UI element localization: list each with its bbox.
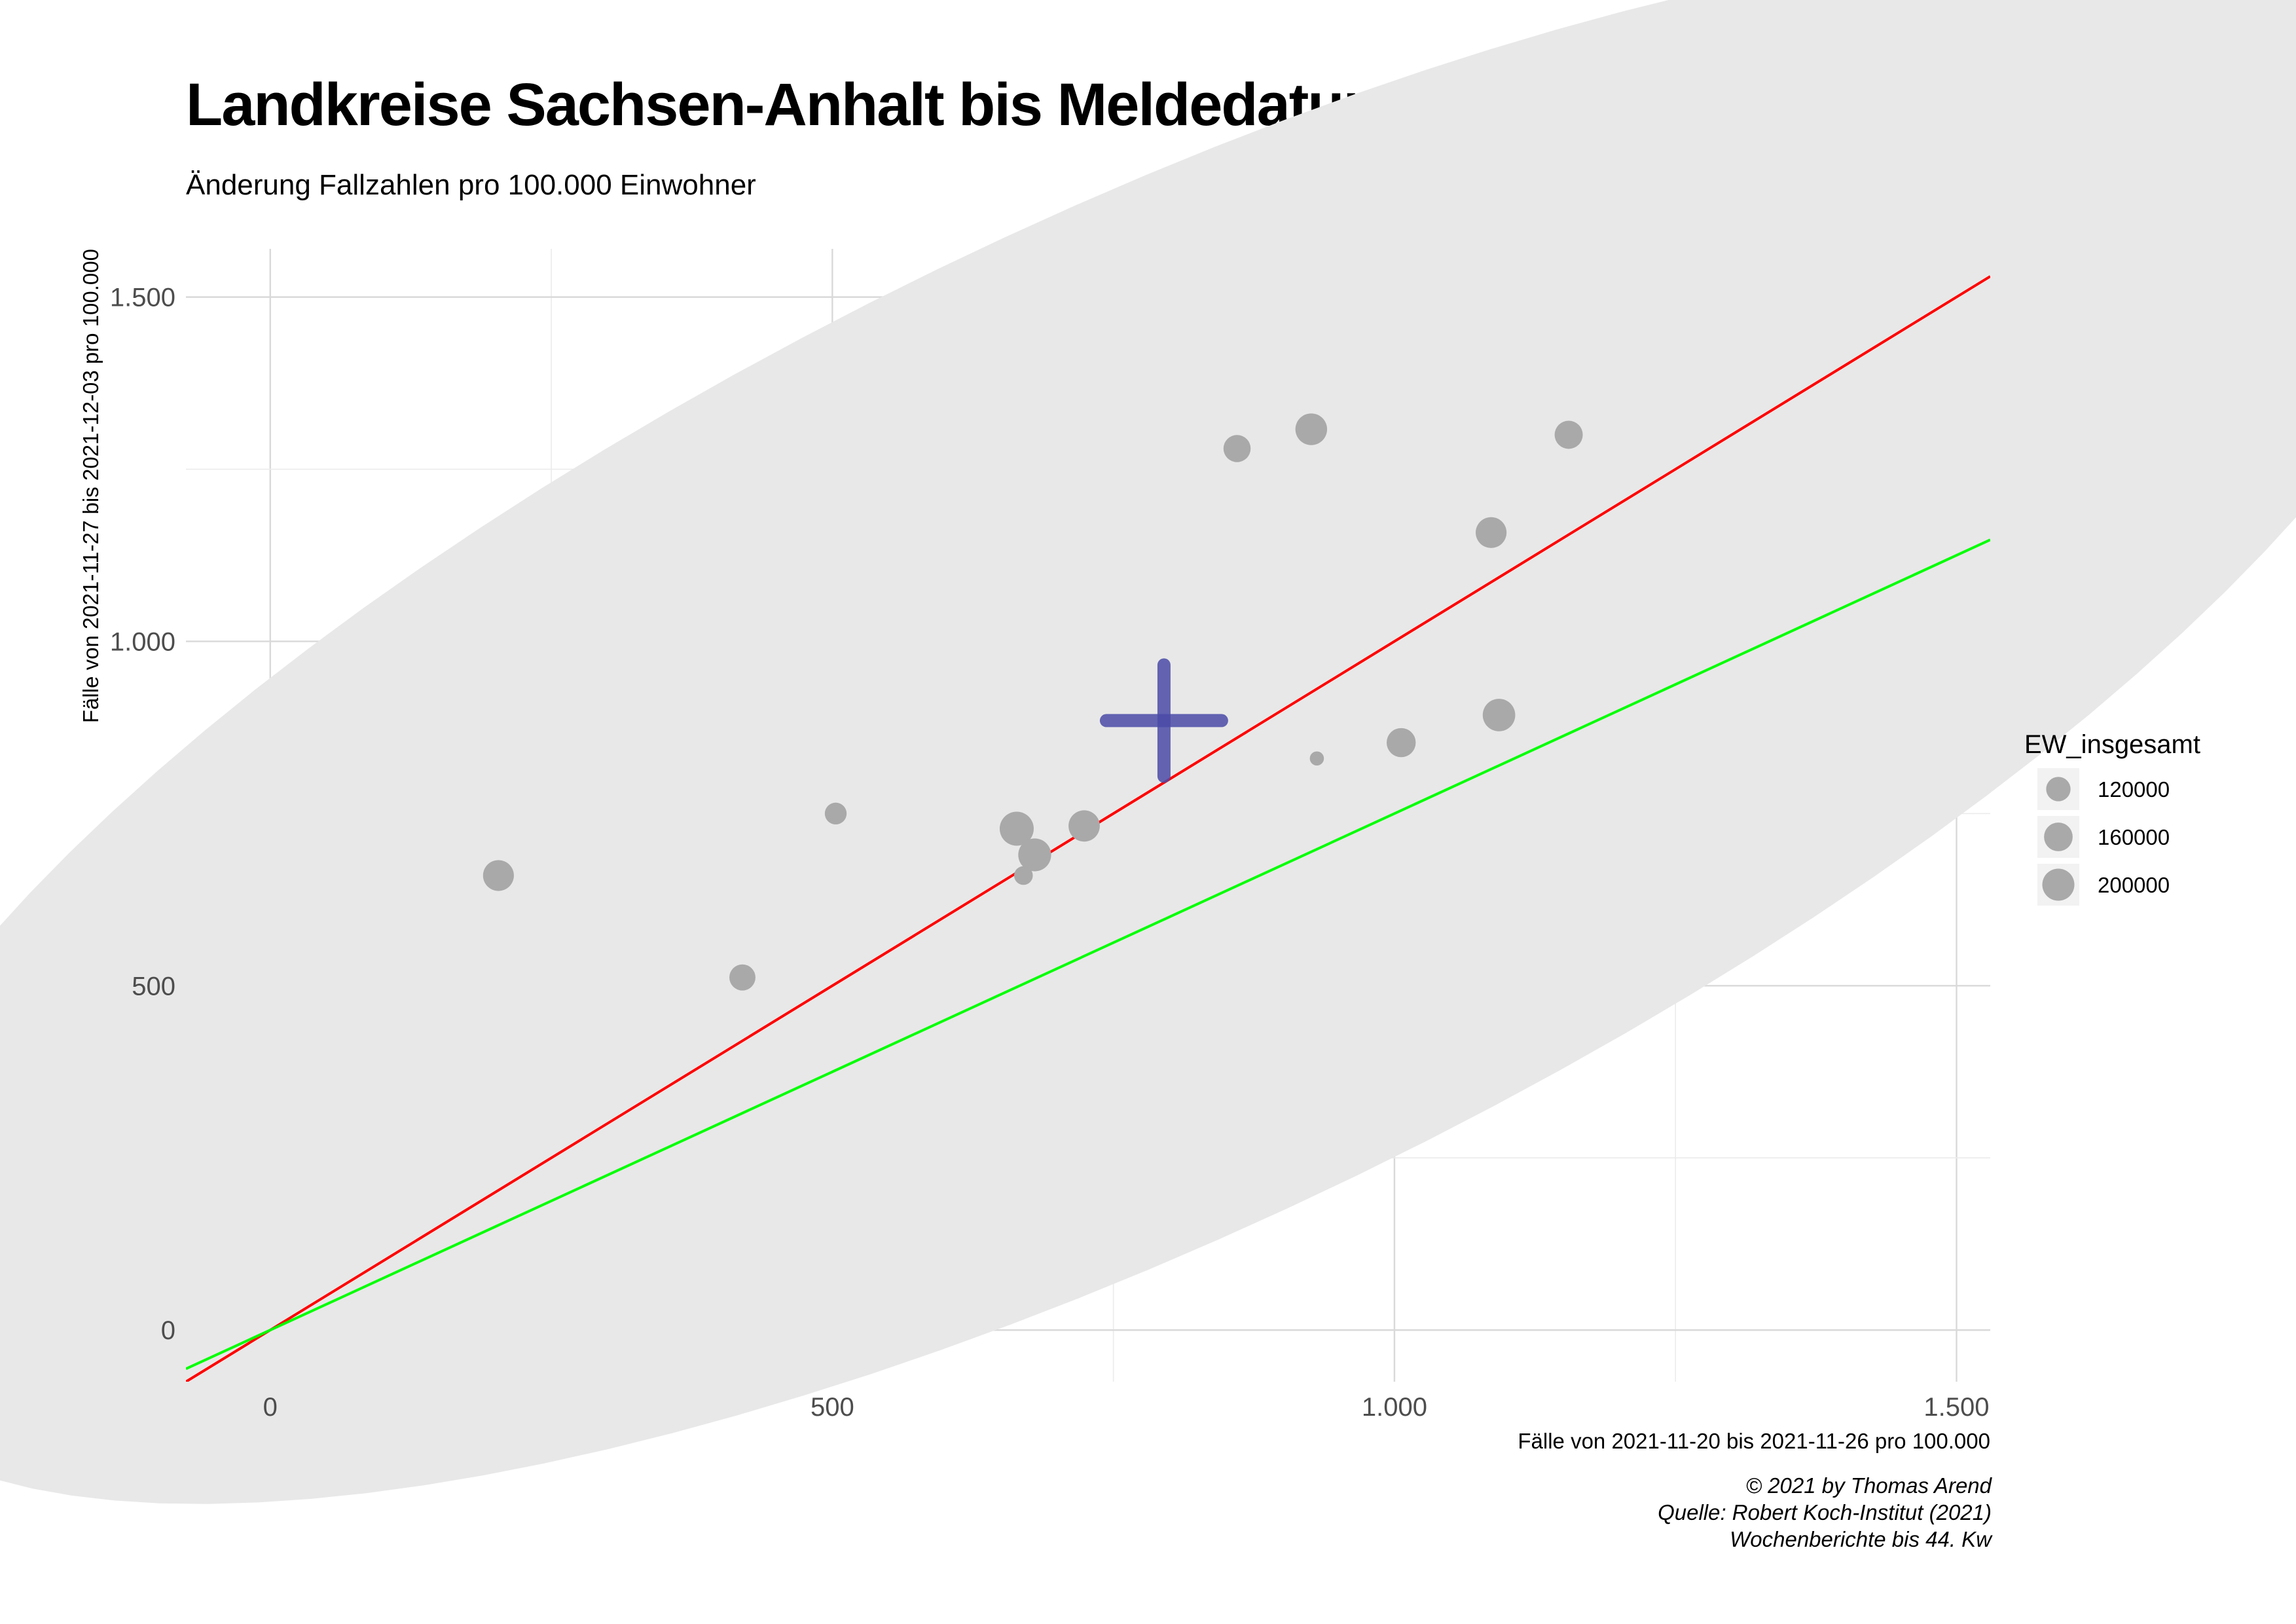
x-tick-label: 1.500 [1923,1393,1989,1422]
caption-reports: Wochenberichte bis 44. Kw [1730,1527,1992,1551]
reference-line-2 [186,538,1990,1371]
legend-title: EW_insgesamt [2024,730,2200,759]
legend-key-point [2042,868,2075,901]
data-point-2 [729,964,756,991]
point-layer [483,413,1583,991]
data-point-3 [824,802,847,825]
data-point-6 [1018,838,1051,872]
data-point-5 [1013,866,1033,885]
chart-caption: © 2021 by Thomas Arend Quelle: Robert Ko… [1658,1472,1992,1553]
data-point-12 [1476,517,1507,548]
ellipse-layer [0,0,2296,1504]
data-point-14 [1554,420,1583,449]
data-point-9 [1295,413,1328,445]
legend-label: 200000 [2098,873,2170,897]
chart-subtitle: Änderung Fallzahlen pro 100.000 Einwohne… [186,169,756,201]
y-tick-label: 1.000 [110,627,175,656]
caption-copyright: © 2021 by Thomas Arend [1745,1473,1992,1498]
x-axis-title: Fälle von 2021-11-20 bis 2021-11-26 pro … [1518,1429,1990,1453]
x-tick-label: 500 [811,1393,854,1422]
data-point-1 [483,860,514,891]
y-tick-label: 0 [161,1316,175,1345]
legend-label: 160000 [2098,825,2170,849]
legend-key-point [2044,822,2073,851]
y-tick-label: 500 [132,972,175,1001]
data-point-11 [1387,728,1416,758]
data-point-7 [1068,810,1100,842]
data-point-10 [1309,751,1324,766]
legend-label: 120000 [2098,777,2170,802]
data-point-4 [999,811,1034,846]
x-tick-label: 0 [263,1393,278,1422]
y-axis-title: Fälle von 2021-11-27 bis 2021-12-03 pro … [79,249,103,723]
x-tick-label: 1.000 [1362,1393,1427,1422]
confidence-ellipse [0,0,2296,1504]
y-tick-label: 1.500 [110,284,175,312]
legend-layer: EW_insgesamt 120000 160000 200000 [2024,730,2200,906]
mean-layer [1099,658,1228,783]
caption-source: Quelle: Robert Koch-Institut (2021) [1658,1500,1992,1524]
axis-layer: 0 500 1.000 1.500 0 500 1.000 1.500 Fälle von 20… [79,249,1990,1453]
data-point-13 [1482,699,1516,731]
legend-key-point [2046,777,2071,802]
data-point-8 [1223,435,1251,462]
